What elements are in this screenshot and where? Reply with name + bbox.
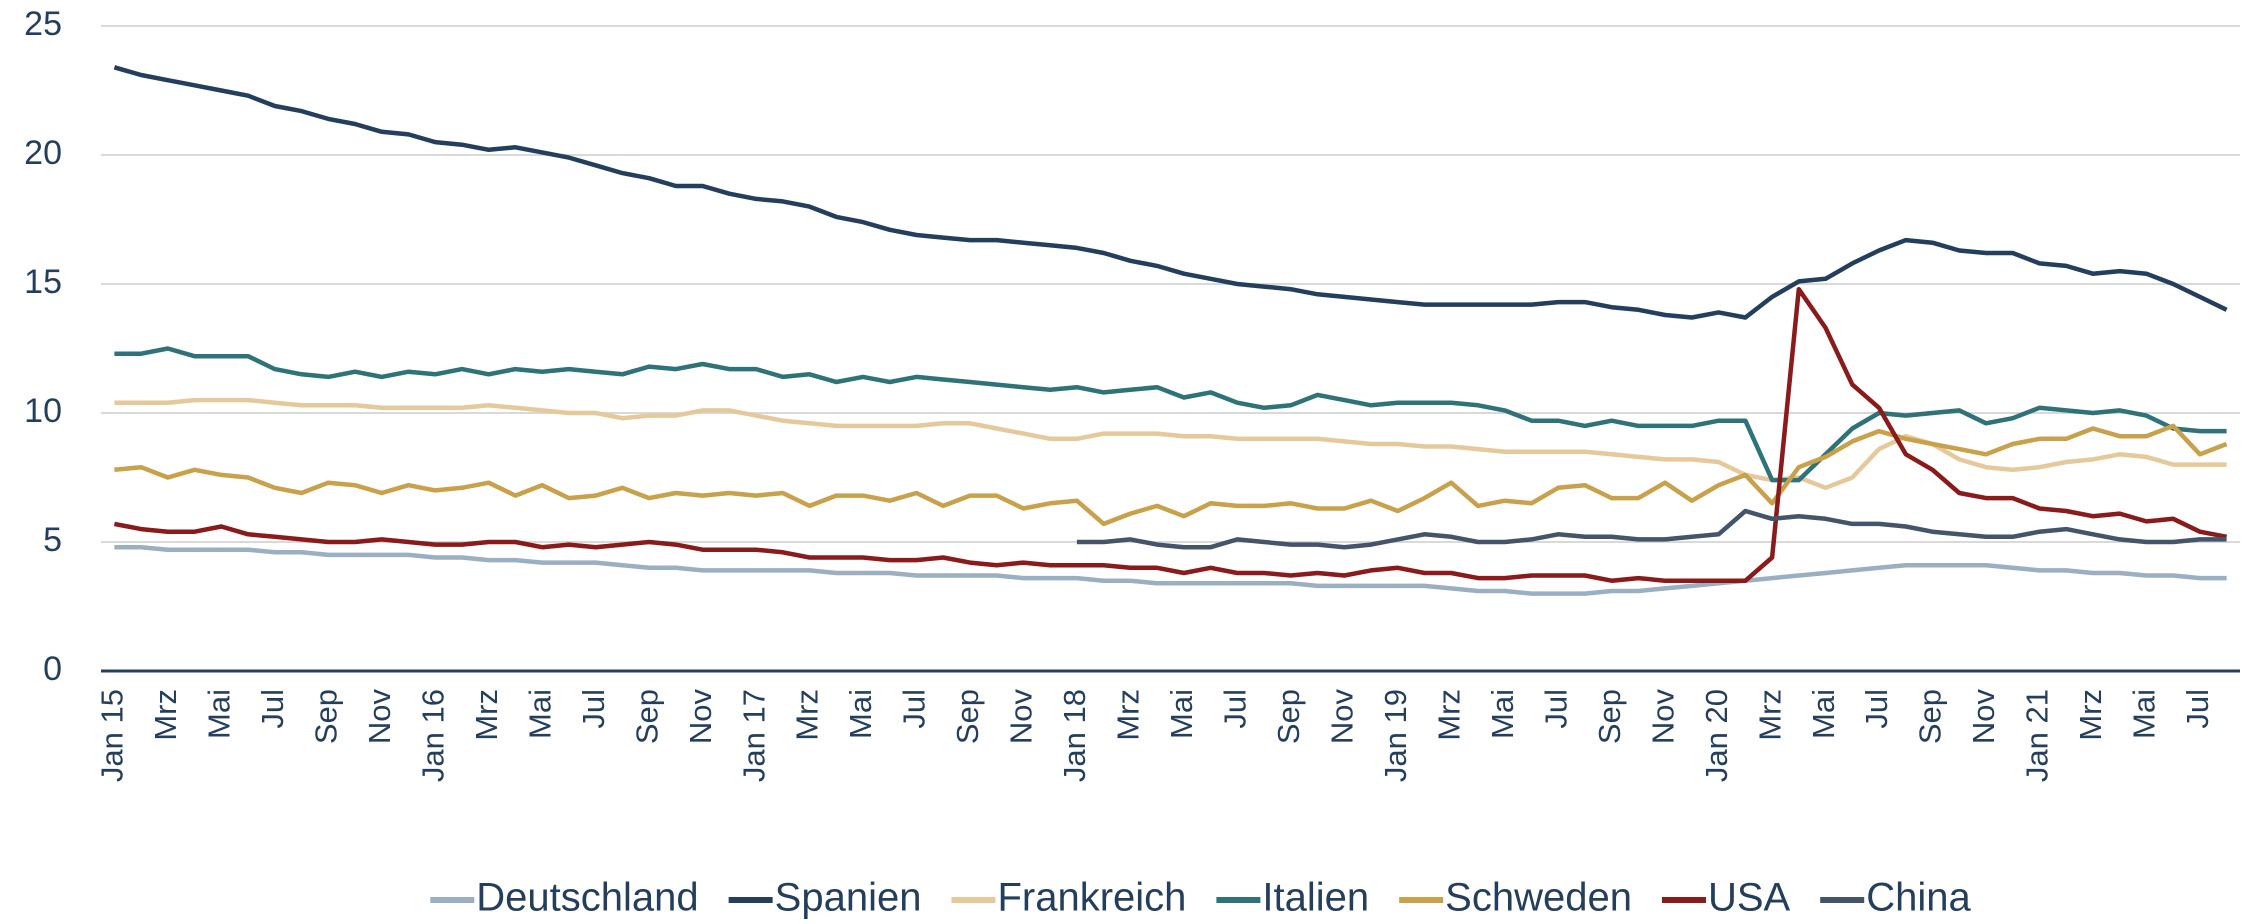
x-tick-label: Jan 21	[2020, 689, 2055, 782]
y-tick-label: 15	[24, 263, 62, 301]
x-tick-label: Nov	[1324, 689, 1359, 745]
x-tick-label: Jul	[2180, 689, 2215, 729]
x-tick-label: Sep	[629, 689, 664, 744]
x-tick-label: Nov	[1966, 689, 2001, 745]
x-tick-label: Mai	[2127, 689, 2162, 739]
x-tick-label: Sep	[1913, 689, 1948, 744]
x-tick-label: Sep	[308, 689, 343, 744]
y-tick-label: 10	[24, 392, 62, 430]
legend-label: China	[1866, 876, 1971, 920]
x-tick-label: Jul	[1218, 689, 1253, 729]
x-tick-label: Mai	[202, 689, 237, 739]
x-tick-label: Jan 19	[1378, 689, 1413, 782]
legend-label: Deutschland	[476, 876, 698, 920]
x-tick-label: Sep	[1271, 689, 1306, 744]
line-series	[1076, 508, 2227, 550]
x-tick-label: Jul	[1859, 689, 1894, 729]
x-tick-label: Jul	[1538, 689, 1573, 729]
x-tick-label: Nov	[1645, 689, 1680, 745]
x-tick-label: Jan 18	[1057, 689, 1092, 782]
y-tick-label: 25	[24, 5, 62, 43]
x-tick-label: Mrz	[790, 689, 825, 741]
x-tick-label: Jan 15	[95, 689, 130, 782]
x-tick-label: Jul	[255, 689, 290, 729]
x-tick-label: Mrz	[469, 689, 504, 741]
legend: Deutschland Spanien Frankreich Italien Schwe…	[430, 876, 1971, 920]
legend-label: USA	[1708, 876, 1791, 920]
x-tick-label: Jul	[897, 689, 932, 729]
x-tick-label: Mai	[1485, 689, 1520, 739]
line-series	[114, 397, 2227, 491]
x-tick-label: Mrz	[148, 689, 183, 741]
line-series	[114, 346, 2227, 483]
y-tick-label: 5	[43, 521, 62, 559]
x-tick-label: Mrz	[2073, 689, 2108, 741]
x-tick-label: Jan 20	[1699, 689, 1734, 782]
x-tick-label: Jan 16	[415, 689, 450, 782]
legend-label: Spanien	[775, 876, 922, 920]
x-tick-label: Mai	[1164, 689, 1199, 739]
x-tick-label: Mrz	[1752, 689, 1787, 741]
x-tick-label: Mai	[522, 689, 557, 739]
x-tick-label: Sep	[950, 689, 985, 744]
line-series	[114, 544, 2227, 596]
line-series	[114, 423, 2228, 527]
y-tick-label: 20	[24, 134, 62, 172]
x-tick-label: Jul	[576, 689, 611, 729]
y-tick-label: 0	[43, 650, 62, 688]
legend-label: Schweden	[1445, 876, 1632, 920]
x-tick-label: Jan 17	[736, 689, 771, 782]
x-tick-label: Nov	[362, 689, 397, 745]
x-tick-label: Mai	[843, 689, 878, 739]
x-tick-label: Sep	[1592, 689, 1627, 744]
legend-label: Frankreich	[997, 876, 1186, 920]
legend-label: Italien	[1262, 876, 1369, 920]
x-tick-label: Mrz	[1431, 689, 1466, 741]
line-series	[113, 286, 2228, 583]
x-tick-label: Mai	[1806, 689, 1841, 739]
line-series	[113, 65, 2228, 320]
x-tick-label: Nov	[683, 689, 718, 745]
x-tick-label: Mrz	[1111, 689, 1146, 741]
x-tick-label: Nov	[1004, 689, 1039, 745]
